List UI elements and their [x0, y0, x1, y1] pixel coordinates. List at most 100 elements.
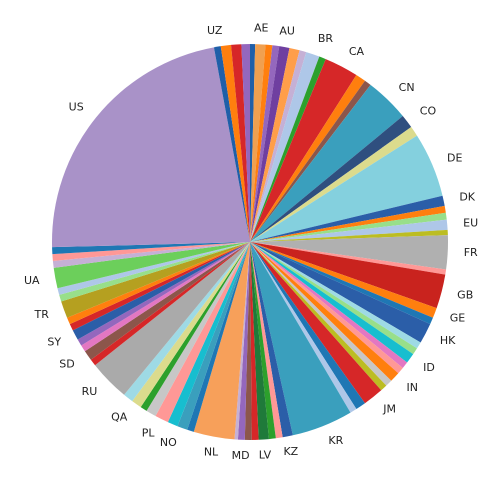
pie-slice	[72, 242, 250, 340]
pie-slice	[146, 242, 250, 417]
pie-slice	[250, 50, 307, 243]
pie-slice	[250, 135, 443, 242]
pie-slice	[250, 229, 448, 242]
pie-slice	[250, 116, 412, 242]
pie-slice	[250, 44, 266, 243]
pie-slice	[244, 242, 252, 440]
pie-slice	[250, 44, 256, 242]
pie-slice	[77, 242, 250, 346]
slice-label: NO	[160, 436, 177, 449]
pie-slice	[250, 242, 365, 409]
slice-label: JM	[382, 402, 396, 415]
pie-slice	[250, 235, 448, 270]
slice-label: UZ	[207, 24, 223, 37]
pie-slice	[250, 219, 448, 242]
pie-slice	[51, 47, 250, 248]
pie-slice	[250, 242, 433, 325]
pie-slice	[250, 242, 414, 363]
pie-slice	[250, 242, 382, 404]
pie-slice	[250, 242, 437, 318]
slice-label: ID	[423, 361, 435, 374]
pie-slice	[250, 242, 351, 436]
slice-label: IN	[407, 381, 418, 394]
pie-slice	[250, 59, 357, 242]
pie-slice	[250, 47, 300, 242]
slice-label: CO	[420, 105, 437, 118]
slice-label: BR	[318, 32, 334, 45]
slice-label: GE	[450, 312, 466, 325]
pie-slice	[250, 242, 293, 438]
slice-label: DK	[459, 191, 475, 204]
pie-slice	[250, 212, 447, 242]
pie-slice	[250, 242, 387, 391]
pie-slice	[250, 84, 403, 242]
slice-label: PL	[142, 427, 156, 440]
pie-slice	[237, 242, 250, 440]
pie-slice	[250, 242, 399, 381]
pie-slice	[52, 242, 250, 268]
pie-slice	[69, 242, 250, 331]
pie-slice	[250, 56, 326, 242]
pie-slice	[61, 242, 250, 318]
pie-slice	[250, 242, 259, 440]
pie-slice	[250, 242, 283, 439]
pie-slice	[177, 242, 250, 430]
pie-slice	[220, 44, 250, 242]
pie-slice	[187, 242, 250, 432]
slice-label: TR	[34, 308, 50, 321]
slice-label: HK	[440, 334, 456, 347]
pie-slice	[155, 242, 250, 423]
pie-slice	[250, 195, 445, 242]
slice-label: NL	[204, 445, 219, 458]
pie-slice	[95, 242, 251, 395]
pie-slice	[52, 242, 250, 261]
slice-label: US	[69, 100, 84, 113]
slice-label: UA	[24, 274, 40, 287]
pie-slice	[250, 205, 446, 242]
slice-label: FR	[464, 246, 478, 259]
slice-label: GB	[457, 289, 473, 302]
pie-slice	[59, 242, 250, 302]
pie-slice	[250, 45, 280, 243]
pie-slice	[52, 242, 251, 255]
pie-slice	[250, 46, 290, 242]
slice-label: KZ	[283, 445, 298, 458]
pie-slice	[250, 80, 371, 242]
pie-slice	[250, 242, 446, 309]
pie-slice	[250, 242, 357, 413]
pie-slice	[90, 242, 251, 366]
slice-label: SY	[47, 335, 61, 348]
pie-slice	[250, 242, 431, 343]
pie-slice	[140, 242, 250, 411]
pie-slice	[241, 44, 250, 242]
pie-slice	[67, 242, 250, 325]
slice-label: AU	[279, 24, 295, 37]
slice-label: KR	[328, 434, 343, 447]
pie-slice	[57, 242, 250, 295]
pie-slice	[250, 242, 392, 386]
pie-slice	[213, 46, 250, 242]
pie-slice	[250, 242, 408, 368]
pie-slice	[250, 127, 417, 242]
pie-slice	[231, 44, 250, 243]
slice-label: SD	[59, 358, 74, 371]
slice-label: QA	[111, 410, 128, 423]
pie-slice	[250, 242, 403, 374]
slice-label: EU	[463, 216, 478, 229]
slice-label: AE	[254, 21, 269, 34]
pie-slice	[81, 242, 250, 352]
pie-slice	[84, 242, 250, 360]
pie-slice	[250, 242, 447, 275]
pie-slice	[132, 242, 250, 408]
pie-slice	[250, 242, 276, 440]
slice-label: RU	[82, 385, 98, 398]
pie-slice	[167, 242, 250, 427]
pie-slice	[250, 242, 269, 440]
slice-label: CA	[349, 45, 365, 58]
pie-slice	[250, 52, 320, 243]
pie-slice	[250, 75, 365, 243]
slice-label: LV	[259, 448, 272, 461]
slice-label: DE	[447, 151, 462, 164]
pie-slice	[193, 242, 250, 440]
